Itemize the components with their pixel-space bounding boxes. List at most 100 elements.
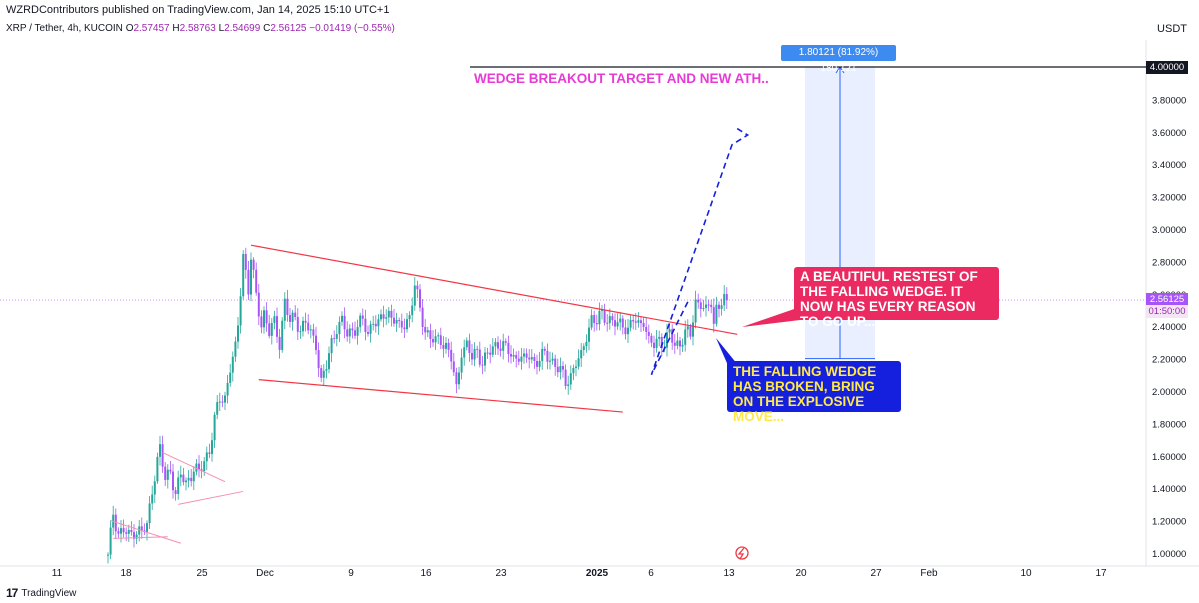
candle-body — [582, 346, 585, 351]
candle-body — [447, 342, 450, 350]
candle-body — [229, 372, 232, 383]
candle-body — [528, 357, 531, 360]
candle-body — [632, 319, 635, 322]
x-tick-label: 25 — [196, 568, 208, 579]
candle-body — [585, 341, 588, 347]
candle-body — [525, 353, 528, 358]
candle-body — [608, 316, 611, 324]
candle-body — [133, 532, 135, 539]
candle-body — [237, 325, 239, 342]
candle-body — [117, 531, 120, 534]
x-tick-label: Dec — [256, 568, 274, 579]
candle-body — [221, 401, 224, 403]
candle-body — [255, 269, 258, 293]
candle-body — [580, 350, 583, 359]
candle-body — [439, 335, 442, 345]
tradingview-footer[interactable]: 17 TradingView — [6, 586, 76, 600]
candle-body — [250, 259, 252, 295]
candle-body — [216, 402, 219, 415]
y-tick-label: 2.20000 — [1152, 355, 1186, 366]
measure-label: 1.80121 (81.92%) 180,121 — [781, 45, 896, 74]
candle-body — [471, 352, 473, 360]
candle-body — [294, 312, 297, 318]
candle-body — [507, 342, 510, 355]
candle-body — [107, 554, 109, 556]
candle-body — [307, 322, 310, 331]
candle-body — [172, 471, 174, 491]
y-tick-label: 3.60000 — [1152, 128, 1186, 139]
candle-body — [239, 296, 242, 326]
candle-body — [247, 269, 250, 295]
candle-body — [177, 477, 180, 494]
candle-body — [660, 336, 663, 349]
candle-body — [614, 320, 616, 327]
trendlines[interactable] — [110, 244, 738, 544]
lightning-icon[interactable] — [735, 546, 749, 560]
candle-body — [517, 358, 520, 362]
candle-body — [676, 340, 679, 346]
candle-body — [309, 329, 312, 331]
callout-breakout[interactable]: THE FALLING WEDGE HAS BROKEN, BRING ON T… — [727, 361, 901, 424]
high-value: 2.58763 — [179, 23, 216, 34]
candle-body — [416, 285, 419, 290]
candle-body — [668, 329, 671, 333]
candle-body — [575, 366, 577, 369]
y-tick-label: 2.40000 — [1152, 322, 1186, 333]
candle-body — [351, 328, 354, 331]
y-tick-label: 1.80000 — [1152, 419, 1186, 430]
candle-body — [494, 342, 497, 347]
candle-body — [478, 349, 481, 365]
x-tick-label: Feb — [920, 568, 938, 579]
candle-body — [403, 327, 406, 330]
x-axis[interactable]: 11 18 25 Dec 9 16 23 2025 6 13 20 27 Feb 10 17 — [52, 568, 1107, 579]
candle-body — [577, 358, 580, 367]
candle-body — [426, 330, 429, 333]
close-label: C — [263, 23, 271, 34]
candle-body — [382, 314, 385, 319]
candle-body — [125, 532, 128, 534]
x-tick-label: 13 — [723, 568, 735, 579]
candle-body — [120, 528, 122, 534]
candle-body — [567, 384, 570, 386]
high-label: H — [172, 23, 180, 34]
candle-body — [385, 317, 388, 319]
candle-body — [369, 324, 372, 334]
candle-body — [354, 330, 356, 336]
candle-body — [705, 304, 707, 308]
candle-body — [195, 463, 198, 472]
x-tick-label: 27 — [870, 568, 882, 579]
candle-body — [234, 341, 237, 357]
candle-body — [265, 310, 268, 324]
candle-body — [445, 342, 447, 349]
candle-body — [484, 352, 486, 366]
candle-body — [452, 361, 455, 373]
candle-body — [317, 350, 320, 369]
candle-body — [642, 323, 645, 327]
candle-body — [169, 469, 172, 472]
candle-body — [270, 323, 273, 336]
candle-body — [549, 360, 551, 362]
candle-body — [432, 339, 434, 343]
candle-body — [148, 503, 151, 524]
candle-body — [224, 395, 226, 403]
callout-retest[interactable]: A BEAUTIFUL RESTEST OF THE FALLING WEDGE… — [794, 267, 999, 329]
low-label: L — [218, 23, 225, 34]
annotation-target[interactable]: WEDGE BREAKOUT TARGET AND NEW ATH.. — [474, 71, 769, 86]
projection-path[interactable] — [650, 127, 750, 376]
candle-body — [291, 312, 294, 322]
symbol-title[interactable]: XRP / Tether, 4h, KUCOIN — [6, 23, 123, 34]
candle-body — [455, 372, 458, 385]
y-axis[interactable]: 1.00000 1.20000 1.40000 1.60000 1.80000 2.000… — [1152, 95, 1186, 560]
candle-body — [109, 527, 112, 555]
candle-body — [325, 369, 328, 371]
candle-body — [361, 315, 364, 319]
x-tick-label: 17 — [1095, 568, 1107, 579]
candle-body — [647, 331, 650, 336]
candle-body — [536, 361, 538, 367]
candle-body — [387, 310, 390, 318]
currency-label[interactable]: USDT — [1157, 23, 1187, 35]
x-tick-label: 2025 — [586, 568, 609, 579]
flag1-lower-line — [113, 536, 168, 539]
candle-body — [138, 526, 141, 535]
